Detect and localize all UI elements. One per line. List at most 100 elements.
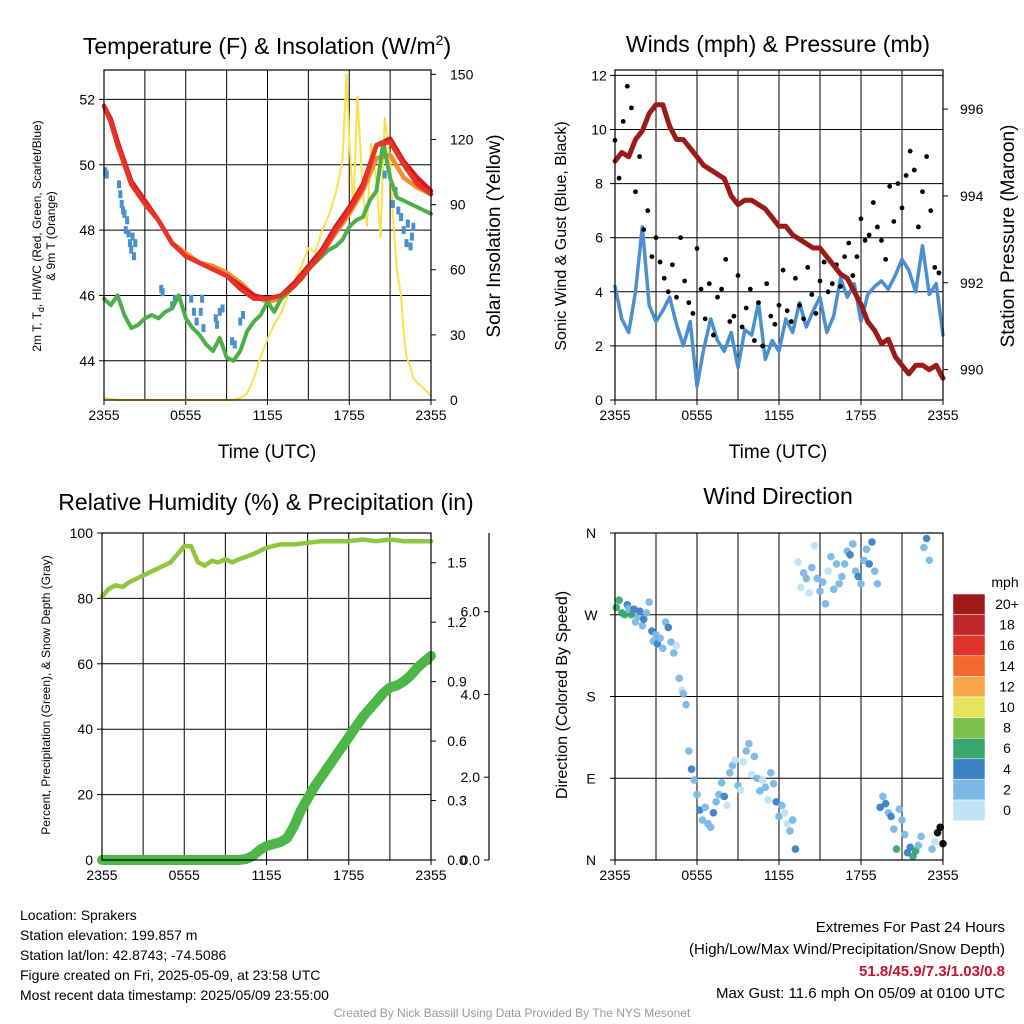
humidity-panel: Relative Humidity (%) & Precipitation (i… <box>39 489 490 883</box>
gust-point <box>649 254 655 260</box>
wind-direction-point <box>682 700 690 709</box>
gust-point <box>780 267 786 273</box>
temperature-xtick-label: 2355 <box>415 407 446 423</box>
wind-direction-title: Wind Direction <box>703 483 853 509</box>
gust-point <box>678 235 683 241</box>
wind-chill-point <box>129 245 134 254</box>
gust-point <box>756 300 761 306</box>
colorbar-label: 2 <box>1003 781 1011 797</box>
wind-chill-point <box>200 294 205 303</box>
winds-ytick-label: 12 <box>591 67 607 83</box>
gust-point <box>682 278 688 284</box>
winds-ytick-label: 6 <box>595 230 603 246</box>
wind-direction-point <box>736 786 745 794</box>
wind-direction-point <box>846 551 854 559</box>
wind-direction-point <box>675 674 684 683</box>
gust-point <box>825 289 831 295</box>
wind-direction-point <box>818 578 827 586</box>
wind-direction-point <box>745 739 753 748</box>
wind-chill-point <box>189 294 194 303</box>
wind-direction-point <box>698 816 707 824</box>
wind-chill-point <box>198 307 203 316</box>
wind-chill-point <box>125 216 130 225</box>
wind-chill-point <box>404 239 409 248</box>
humidity-xtick-label: 0555 <box>169 867 200 883</box>
gust-point <box>788 319 794 324</box>
winds-ytick-label: 2 <box>595 338 603 354</box>
wind-direction-point <box>739 758 748 766</box>
extremes-title: Extremes For Past 24 Hours <box>815 919 1005 936</box>
gust-point <box>764 281 770 287</box>
extremes-values: 51.8/45.9/7.3/1.03/0.8 <box>859 963 1005 980</box>
winds-panel: Winds (mph) & Pressure (mb) 2355 0555 1155… <box>553 31 1019 463</box>
wind-direction-point <box>720 792 729 801</box>
wind-direction-point <box>857 580 865 588</box>
wind-direction-point <box>890 825 898 833</box>
gust-point <box>862 238 868 243</box>
temperature-plot-frame <box>103 69 432 401</box>
wind-chill-point <box>191 307 196 316</box>
wind-direction-point <box>669 649 678 657</box>
wind-direction-point <box>859 556 868 565</box>
wind-chill-point <box>401 226 406 235</box>
wind-direction-point <box>731 756 740 764</box>
elevation-text: Station elevation: 199.857 m <box>20 927 198 943</box>
wind-direction-ytick-label: E <box>586 770 595 786</box>
wind-direction-point <box>862 545 871 554</box>
gust-point <box>854 254 860 260</box>
winds-plot-frame <box>614 69 944 401</box>
wind-direction-point <box>638 621 647 630</box>
winds-xtick-label: 0555 <box>681 407 712 423</box>
colorbar-swatch <box>952 758 986 780</box>
colorbar-label: 0 <box>1003 802 1011 818</box>
colorbar-swatch <box>952 593 986 615</box>
colorbar-label: 6 <box>1003 740 1011 756</box>
wind-direction-point <box>810 541 819 550</box>
gust-point <box>686 300 692 306</box>
gust-point <box>760 343 765 349</box>
wind-direction-point <box>873 580 882 588</box>
wind-chill-point <box>215 320 220 329</box>
gust-point <box>670 262 675 268</box>
wind-direction-point <box>767 769 775 777</box>
wind-direction-point <box>777 801 786 810</box>
wind-direction-point <box>914 841 923 850</box>
snow-depth-ytick-label: 2.0 <box>461 769 481 785</box>
temperature-xtick-label: 1755 <box>334 407 365 423</box>
gust-point <box>727 319 733 324</box>
gust-point <box>629 105 634 111</box>
wind-direction-point <box>672 641 681 650</box>
wind-direction-point <box>772 798 781 806</box>
wind-direction-point <box>664 623 673 632</box>
winds-ytick-label: 0 <box>595 392 603 408</box>
humidity-ytick-label: 0 <box>85 852 93 868</box>
pressure-ytick-label: 996 <box>960 101 984 117</box>
gust-point <box>665 289 671 295</box>
wind-direction-point <box>824 567 832 575</box>
wind-direction-point <box>821 600 830 608</box>
colorbar-swatch <box>952 655 986 677</box>
snow-depth-ytick-label: 4.0 <box>461 686 481 702</box>
gust-point <box>805 265 811 270</box>
pressure-y2label: Station Pressure (Maroon) <box>998 125 1019 348</box>
gust-point <box>715 294 720 300</box>
solar-ytick-label: 0 <box>450 392 458 408</box>
colorbar-swatch <box>952 676 986 698</box>
precip-ytick-label: 1.5 <box>447 555 467 571</box>
gust-point <box>866 232 872 238</box>
gust-point <box>772 321 778 327</box>
wind-chill-point <box>119 199 124 208</box>
wind-chill-point <box>411 222 416 231</box>
wind-direction-ytick-label: N <box>586 525 596 541</box>
precip-ytick-label: 0.6 <box>447 733 467 749</box>
winds-xlabel: Time (UTC) <box>729 442 828 463</box>
gust-point <box>924 154 929 159</box>
winds-ytick-label: 4 <box>595 284 603 300</box>
wind-chill-point <box>126 229 131 238</box>
colorbar-swatch <box>952 614 986 636</box>
humidity-ytick-label: 100 <box>70 525 94 541</box>
gust-point <box>620 118 626 124</box>
gust-point <box>616 175 622 181</box>
gust-point <box>743 305 749 311</box>
winds-xtick-label: 1155 <box>764 407 794 423</box>
